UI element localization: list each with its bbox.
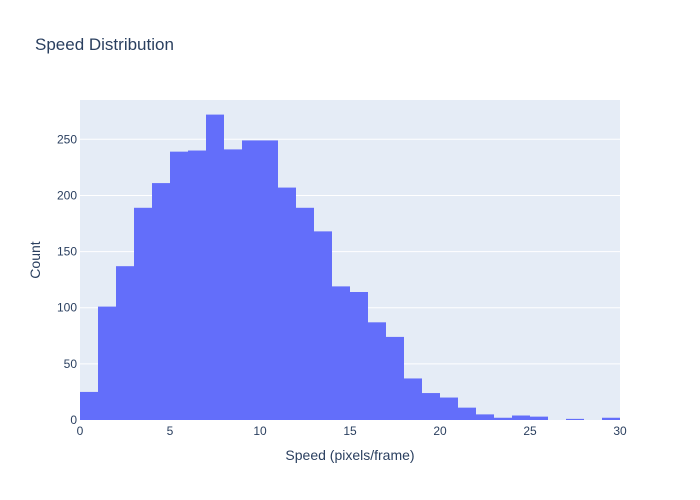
- histogram-bar: [332, 286, 350, 420]
- y-tick-label: 50: [64, 357, 78, 371]
- histogram-bar: [530, 416, 548, 420]
- histogram-bar: [512, 415, 530, 420]
- x-tick-label: 0: [77, 424, 84, 438]
- y-tick-label: 250: [57, 132, 77, 146]
- y-tick-label: 200: [57, 188, 77, 202]
- x-tick-label: 15: [343, 424, 357, 438]
- x-axis-ticks: 0 5 10 15 20 25 30: [77, 424, 627, 438]
- x-tick-label: 20: [433, 424, 447, 438]
- x-tick-label: 30: [613, 424, 627, 438]
- histogram-bar: [170, 151, 188, 421]
- x-axis-label: Speed (pixels/frame): [285, 447, 414, 463]
- histogram-bar: [242, 140, 260, 420]
- histogram-bar: [188, 150, 206, 421]
- y-axis-label: Count: [27, 241, 43, 278]
- histogram-bar: [152, 183, 170, 420]
- x-tick-label: 5: [167, 424, 174, 438]
- histogram-bar: [458, 407, 476, 420]
- y-tick-label: 150: [57, 245, 77, 259]
- histogram-bar: [404, 378, 422, 420]
- histogram-bar: [260, 140, 278, 420]
- histogram-bar: [422, 393, 440, 420]
- histogram-bar: [494, 417, 512, 420]
- x-tick-label: 25: [523, 424, 537, 438]
- histogram-bar: [368, 322, 386, 420]
- histogram-bar: [98, 306, 116, 420]
- histogram-bar: [296, 207, 314, 420]
- y-tick-label: 0: [70, 413, 77, 427]
- y-tick-label: 100: [57, 301, 77, 315]
- histogram-bar: [440, 397, 458, 420]
- histogram-bar: [278, 187, 296, 420]
- histogram-bar: [116, 266, 134, 420]
- histogram-bar: [566, 418, 584, 420]
- histogram-bar: [314, 231, 332, 420]
- histogram-bar: [224, 149, 242, 420]
- chart-title: Speed Distribution: [35, 35, 174, 54]
- histogram-bar: [134, 207, 152, 420]
- histogram-bar: [386, 336, 404, 420]
- histogram-bar: [602, 417, 620, 420]
- bars: [80, 114, 620, 421]
- x-tick-label: 10: [253, 424, 267, 438]
- histogram-bar: [350, 292, 368, 420]
- histogram-bar: [206, 114, 224, 420]
- y-axis-ticks: 0 50 100 150 200 250: [57, 132, 77, 427]
- histogram-bar: [476, 414, 494, 420]
- histogram-bar: [80, 391, 98, 420]
